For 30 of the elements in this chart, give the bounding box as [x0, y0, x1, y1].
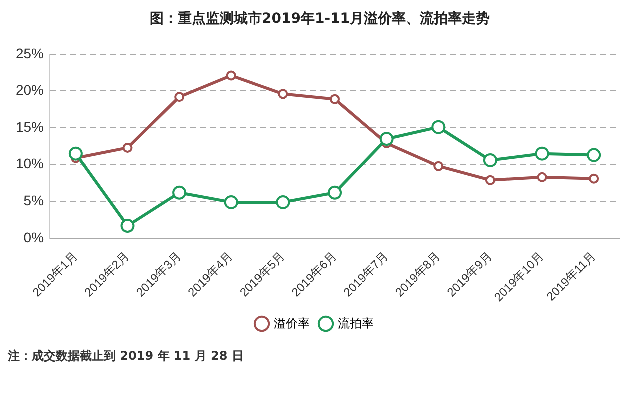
- y-tick-label: 10%: [16, 156, 44, 172]
- y-tick-label: 15%: [16, 118, 44, 135]
- point: [537, 172, 548, 182]
- text: 注：成交数据截止到 2019 年 11 月 28 日: [8, 348, 244, 365]
- point: [485, 175, 496, 186]
- legend-label: 溢价率: [274, 316, 310, 330]
- point: [120, 219, 135, 234]
- point: [432, 120, 446, 134]
- point: [276, 195, 290, 210]
- point: [434, 161, 444, 172]
- point: [328, 186, 342, 200]
- y-tick-label: 25%: [16, 45, 44, 62]
- point: [226, 70, 236, 81]
- point: [224, 195, 238, 210]
- point: [587, 148, 602, 162]
- y-tick-label: 5%: [24, 192, 44, 209]
- chart-title: 图：重点监测城市2019年1-11月溢价率、流拍率走势: [149, 10, 491, 28]
- point: [278, 89, 288, 100]
- legend-label: 流拍率: [338, 316, 374, 330]
- y-tick-label: 0%: [24, 229, 44, 246]
- point: [589, 174, 600, 184]
- y-tick-label: 20%: [16, 82, 44, 98]
- point: [330, 94, 340, 104]
- point: [174, 92, 185, 102]
- point: [535, 146, 550, 161]
- point: [380, 132, 394, 146]
- point: [483, 153, 498, 168]
- point: [68, 146, 83, 161]
- point: [172, 186, 187, 200]
- point: [122, 142, 133, 153]
